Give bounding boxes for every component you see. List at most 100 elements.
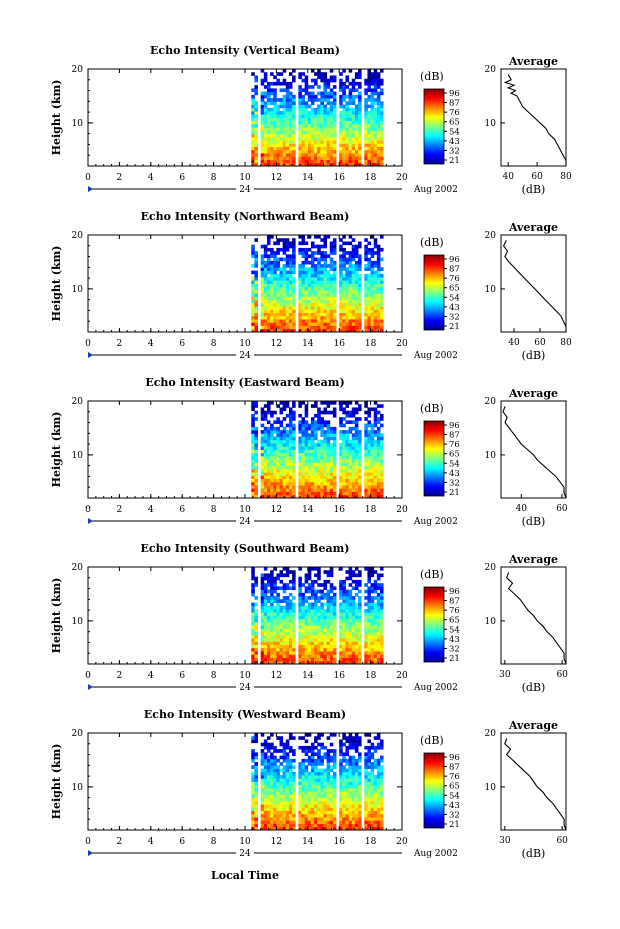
x-tick-label: 8 [211, 173, 217, 183]
heatmap-cell [314, 491, 318, 496]
heatmap-cell [348, 136, 353, 141]
heatmap-cell [358, 299, 362, 304]
heatmap-cell [304, 426, 309, 431]
heatmap-cell [304, 797, 309, 802]
heatmap-cell [342, 459, 346, 463]
heatmap-cell [298, 765, 302, 769]
heatmap-cell [276, 573, 280, 578]
heatmap-cell [298, 277, 302, 281]
heatmap-cell [276, 156, 280, 160]
heatmap-cell [266, 589, 271, 594]
heatmap-cell [323, 407, 328, 412]
heatmap-cell [320, 107, 324, 112]
heatmap-cell [364, 91, 368, 96]
heatmap-cell [279, 660, 284, 665]
heatmap-cell [358, 599, 362, 603]
heatmap-cell [270, 807, 274, 811]
heatmap-cell [276, 481, 280, 486]
heatmap-cell [282, 446, 287, 450]
x-tick-label: 14 [302, 339, 314, 349]
heatmap-cell [339, 140, 343, 144]
heatmap-cell [263, 800, 268, 805]
heatmap-cell [260, 430, 265, 434]
heatmap-cell [282, 638, 287, 642]
heatmap-cell [260, 823, 265, 828]
heatmap-cell [364, 273, 368, 278]
heatmap-cell [351, 468, 356, 473]
heatmap-cell [292, 609, 296, 613]
heatmap-cell [260, 573, 265, 578]
heatmap-cell [314, 813, 318, 818]
heatmap-cell [348, 251, 353, 255]
heatmap-cell [364, 81, 368, 86]
heatmap-cell [298, 472, 302, 476]
heatmap-cell [285, 771, 290, 776]
heatmap-cell [380, 459, 384, 463]
heatmap-cell [373, 251, 378, 255]
heatmap-cell [376, 120, 381, 125]
heatmap-cell [345, 446, 350, 450]
heatmap-cell [380, 475, 384, 479]
heatmap-cell [288, 762, 293, 766]
heatmap-cell [370, 267, 375, 271]
heatmap-cell [380, 465, 384, 470]
heatmap-cell [354, 443, 359, 447]
heatmap-cell [326, 410, 331, 415]
heatmap-cell [266, 241, 271, 246]
heatmap-cell [348, 657, 353, 662]
profile-frame [500, 566, 567, 665]
heatmap-cell [285, 739, 290, 744]
heatmap-cell [304, 309, 309, 313]
heatmap-cell [260, 733, 265, 737]
heatmap-cell [342, 468, 346, 473]
heatmap-cell [301, 615, 306, 620]
heatmap-cell [342, 430, 346, 434]
heatmap-cell [380, 596, 384, 600]
heatmap-cell [351, 472, 356, 476]
heatmap-cell [276, 257, 280, 262]
heatmap-cell [367, 162, 371, 167]
heatmap-cell [270, 820, 274, 824]
heatmap-cell [314, 800, 318, 805]
heatmap-cell [354, 136, 359, 141]
x-tick-label: 16 [333, 671, 345, 681]
heatmap-cell [285, 162, 290, 167]
heatmap-cell [326, 289, 331, 294]
heatmap-cell [282, 755, 287, 760]
heatmap-cell [307, 612, 312, 616]
heatmap-cell [276, 143, 280, 147]
heatmap-cell [320, 114, 324, 118]
heatmap-cell [301, 826, 306, 831]
heatmap-cell [266, 286, 271, 291]
heatmap-cell [273, 410, 277, 415]
profile-x-tick-label: 60 [556, 504, 568, 514]
heatmap-cell [358, 468, 362, 473]
heatmap-cell [310, 631, 315, 636]
heatmap-cell [310, 254, 315, 259]
heatmap-cell [310, 306, 315, 310]
day-marker [88, 518, 93, 524]
heatmap-cell [367, 283, 371, 288]
heatmap-cell [285, 459, 290, 463]
heatmap-cell [380, 78, 384, 83]
heatmap-cell [376, 602, 381, 607]
heatmap-cell [263, 247, 268, 252]
heatmap-cell [292, 449, 296, 454]
heatmap-cell [339, 407, 343, 412]
heatmap-cell [307, 156, 312, 160]
heatmap-cell [358, 69, 362, 73]
heatmap-cell [251, 72, 255, 76]
colorbar-tick-label: 54 [449, 127, 460, 137]
heatmap-cell [364, 443, 368, 447]
heatmap-cell [370, 309, 375, 313]
heatmap-cell [367, 647, 371, 652]
heatmap-cell [367, 153, 371, 157]
heatmap-cell [260, 810, 265, 815]
heatmap-cell [260, 804, 265, 808]
heatmap-cell [314, 72, 318, 76]
heatmap-cell [326, 579, 331, 584]
heatmap-cell [329, 462, 334, 467]
heatmap-cell [342, 644, 346, 649]
heatmap-cell [279, 88, 284, 93]
